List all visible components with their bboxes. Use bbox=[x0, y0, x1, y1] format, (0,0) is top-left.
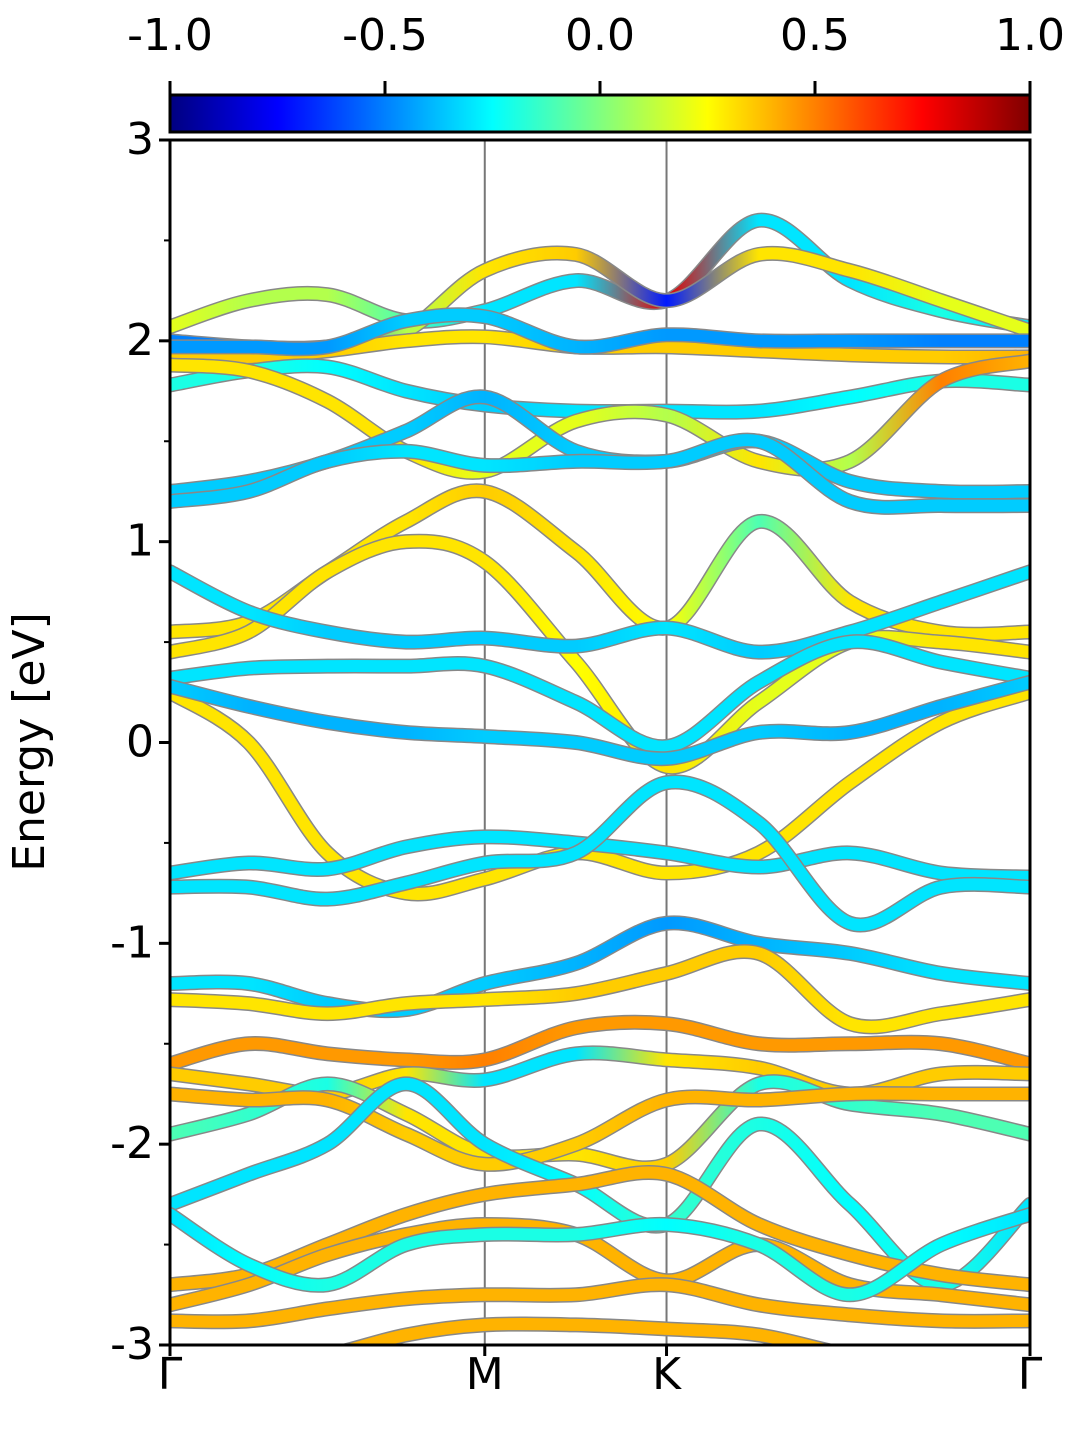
x-tick-label: Γ bbox=[1018, 1349, 1043, 1400]
colorbar-tick-label: 1.0 bbox=[995, 10, 1065, 61]
band bbox=[170, 1278, 1030, 1328]
x-tick-label: Γ bbox=[158, 1349, 183, 1400]
band bbox=[170, 1087, 1030, 1171]
colorbar-tick-label: 0.0 bbox=[565, 10, 635, 61]
y-tick-label: 2 bbox=[126, 315, 154, 366]
band bbox=[170, 1208, 1030, 1301]
y-tick-label: 0 bbox=[126, 717, 154, 768]
bands bbox=[170, 140, 1030, 1345]
band bbox=[170, 676, 1030, 765]
colorbar-tick-label: -1.0 bbox=[127, 10, 213, 61]
colorbar-tick-label: 0.5 bbox=[780, 10, 850, 61]
y-tick-label: 3 bbox=[126, 114, 154, 165]
y-axis-label: Energy [eV] bbox=[4, 612, 55, 872]
band bbox=[170, 945, 1030, 1033]
band bbox=[170, 565, 1030, 659]
band bbox=[170, 308, 1030, 355]
band bbox=[170, 354, 1030, 479]
y-tick-label: -1 bbox=[110, 917, 154, 968]
y-tick-label: -3 bbox=[110, 1319, 154, 1370]
band bbox=[170, 1075, 1030, 1174]
y-tick-label: 1 bbox=[126, 516, 154, 567]
band bbox=[170, 1016, 1030, 1070]
x-tick-label: K bbox=[652, 1349, 682, 1400]
band bbox=[170, 916, 1030, 1017]
x-tick-label: M bbox=[466, 1349, 504, 1400]
band bbox=[170, 214, 1030, 333]
band bbox=[344, 1318, 831, 1345]
band bbox=[170, 775, 1030, 931]
colorbar bbox=[168, 93, 1032, 134]
band bbox=[170, 434, 1030, 514]
band bbox=[170, 635, 1030, 753]
band bbox=[170, 1166, 1030, 1291]
y-tick-label: -2 bbox=[110, 1118, 154, 1169]
band bbox=[170, 359, 1030, 419]
band bbox=[170, 1077, 1030, 1291]
colorbar-tick-label: -0.5 bbox=[342, 10, 428, 61]
